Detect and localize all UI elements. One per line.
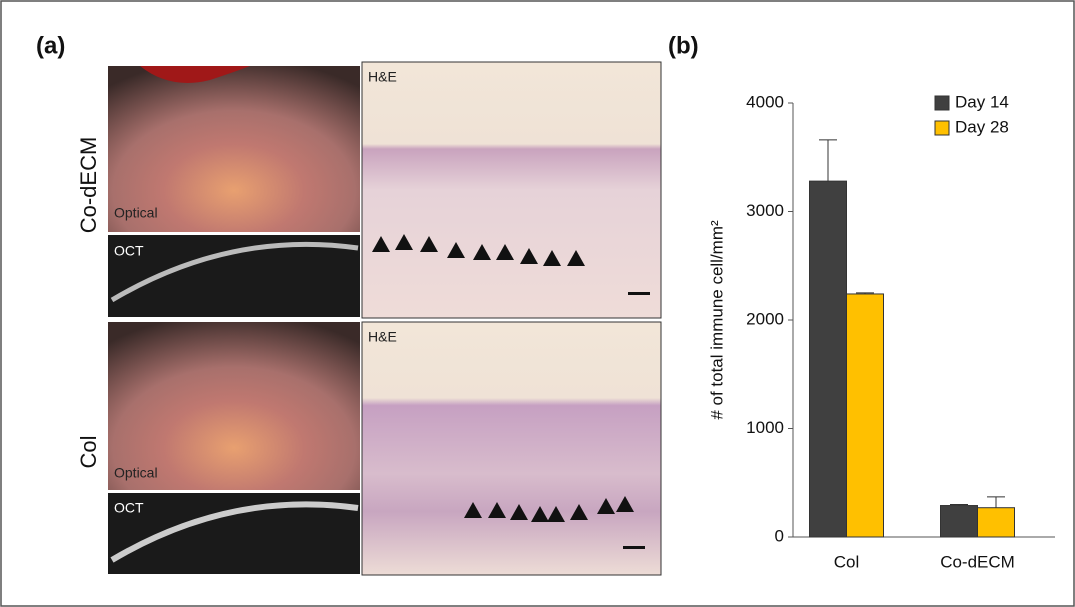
figure: (a) Co-dECM Optical OCT H&E Col Optical …: [0, 0, 1075, 607]
bar: [941, 506, 978, 537]
he-image: [362, 322, 661, 575]
bar: [810, 181, 847, 537]
y-tick-label: 2000: [746, 309, 784, 328]
scale-bar: [628, 292, 650, 295]
oct-label: OCT: [114, 243, 144, 259]
oct-image: [108, 235, 360, 317]
panel-label: (a): [36, 32, 65, 59]
y-tick-label: 4000: [746, 92, 784, 111]
row-label: Col: [76, 435, 101, 468]
x-tick-label: Col: [834, 552, 860, 571]
y-tick-label: 1000: [746, 418, 784, 437]
error-bar: [987, 497, 1005, 508]
he-label: H&E: [368, 329, 397, 345]
x-tick-label: Co-dECM: [940, 552, 1015, 571]
bar: [978, 508, 1015, 537]
scale-bar: [623, 546, 645, 549]
row-label: Co-dECM: [76, 137, 101, 234]
he-label: H&E: [368, 69, 397, 85]
he-image: [362, 62, 661, 318]
optical-label: Optical: [114, 205, 158, 221]
optical-label: Optical: [114, 465, 158, 481]
y-tick-label: 0: [775, 526, 784, 545]
legend-label: Day 28: [955, 117, 1009, 136]
error-bar: [819, 140, 837, 181]
panel-label: (b): [668, 32, 699, 59]
legend-swatch: [935, 121, 949, 135]
legend-swatch: [935, 96, 949, 110]
oct-label: OCT: [114, 500, 144, 516]
y-axis-label: # of total immune cell/mm²: [707, 220, 726, 420]
y-tick-label: 3000: [746, 201, 784, 220]
bar: [847, 294, 884, 537]
legend-label: Day 14: [955, 92, 1009, 111]
